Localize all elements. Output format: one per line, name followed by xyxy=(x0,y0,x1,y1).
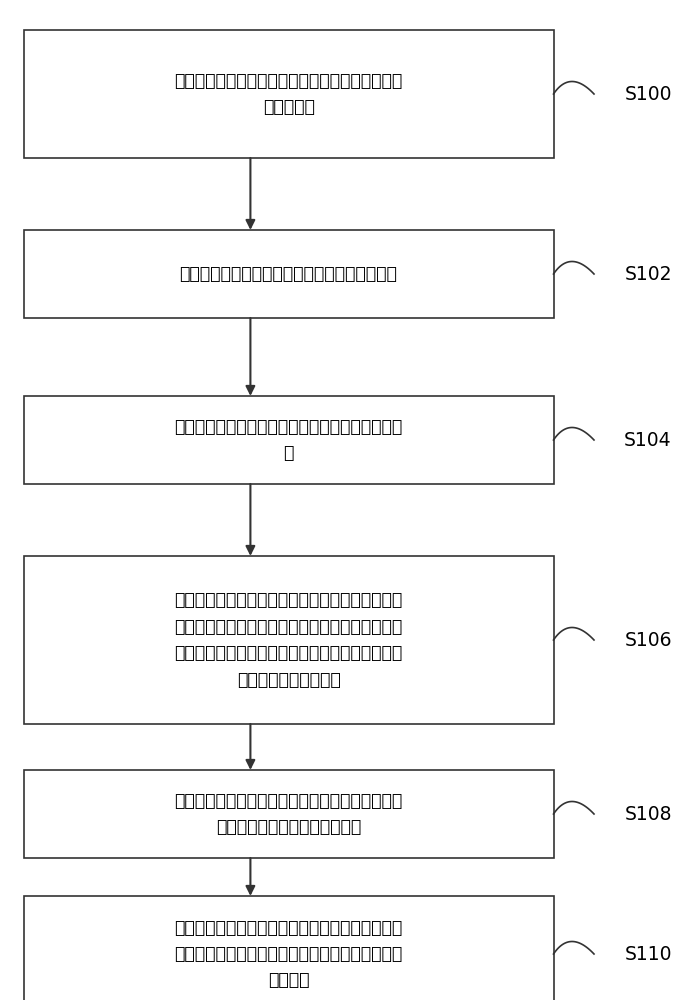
Text: S110: S110 xyxy=(624,944,672,964)
Bar xyxy=(24,896,554,1000)
Bar xyxy=(24,770,554,858)
Text: 获取患者的牙体影像数据、义齿需求数据和露齿微
笑图片数据: 获取患者的牙体影像数据、义齿需求数据和露齿微 笑图片数据 xyxy=(174,72,403,116)
Text: S108: S108 xyxy=(624,804,672,824)
Text: S102: S102 xyxy=(624,264,672,284)
Bar xyxy=(24,396,554,484)
Text: S104: S104 xyxy=(624,430,672,450)
Text: 根据所述义齿需求数据，获取原始义齿贴面模板数
据: 根据所述义齿需求数据，获取原始义齿贴面模板数 据 xyxy=(174,418,403,462)
Bar xyxy=(24,30,554,158)
Text: 根据所述目标义齿贴面的切削策略，控制切削设备
对待加工牙齿模型执行切削操作，以制作得到目标
义齿贴面: 根据所述目标义齿贴面的切削策略，控制切削设备 对待加工牙齿模型执行切削操作，以制… xyxy=(174,919,403,989)
Text: 根据预设的贝塞尔曲线计算规则、所述术前牙齿三
维数据和所述露齿微笑图片数据，调整所述原始义
齿贴面模板数据，并根据蒙皮曲面的面性优化规则
生成目标义齿贴面数据: 根据预设的贝塞尔曲线计算规则、所述术前牙齿三 维数据和所述露齿微笑图片数据，调整… xyxy=(174,591,403,689)
Text: S100: S100 xyxy=(624,85,672,104)
Bar xyxy=(24,230,554,318)
Bar xyxy=(24,556,554,724)
Text: 分析所述牙体影像数据，生成术前牙齿三维数据: 分析所述牙体影像数据，生成术前牙齿三维数据 xyxy=(180,265,398,283)
Text: S106: S106 xyxy=(624,631,672,650)
Text: 根据所述目标义齿贴面数据和预设的切削加工规则
，生成目标义齿贴面的切削策略: 根据所述目标义齿贴面数据和预设的切削加工规则 ，生成目标义齿贴面的切削策略 xyxy=(174,792,403,836)
